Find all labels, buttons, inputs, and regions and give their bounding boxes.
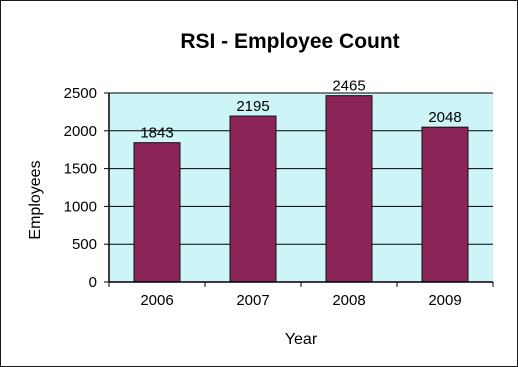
x-tick-label: 2006 bbox=[140, 292, 173, 309]
bar-2009 bbox=[421, 126, 469, 283]
y-axis-label: Employees bbox=[27, 160, 44, 239]
data-label-2006: 1843 bbox=[140, 125, 173, 142]
x-tick-label: 2008 bbox=[332, 292, 365, 309]
y-tick-label: 2500 bbox=[64, 85, 97, 102]
y-tick-label: 0 bbox=[89, 274, 97, 291]
y-tick-label: 2000 bbox=[64, 123, 97, 140]
data-label-2009: 2048 bbox=[428, 109, 461, 126]
x-tick-label: 2007 bbox=[236, 292, 269, 309]
x-axis-label: Year bbox=[285, 331, 318, 348]
data-label-2007: 2195 bbox=[236, 98, 269, 115]
bars bbox=[133, 95, 469, 283]
y-axis-ticks: 0 500 1000 1500 2000 2500 bbox=[64, 85, 109, 291]
bar-2007 bbox=[229, 115, 277, 283]
bar-2006 bbox=[133, 142, 181, 283]
data-labels: 1843 2195 2465 2048 bbox=[140, 78, 461, 142]
y-tick-label: 1500 bbox=[64, 161, 97, 178]
x-axis-ticks: 2006 2007 2008 2009 bbox=[108, 282, 494, 309]
y-tick-label: 1000 bbox=[64, 198, 97, 215]
y-tick-label: 500 bbox=[72, 236, 97, 253]
x-tick-label: 2009 bbox=[428, 292, 461, 309]
chart-title: RSI - Employee Count bbox=[180, 30, 399, 53]
bar-2008 bbox=[325, 95, 373, 283]
data-label-2008: 2465 bbox=[332, 78, 365, 95]
